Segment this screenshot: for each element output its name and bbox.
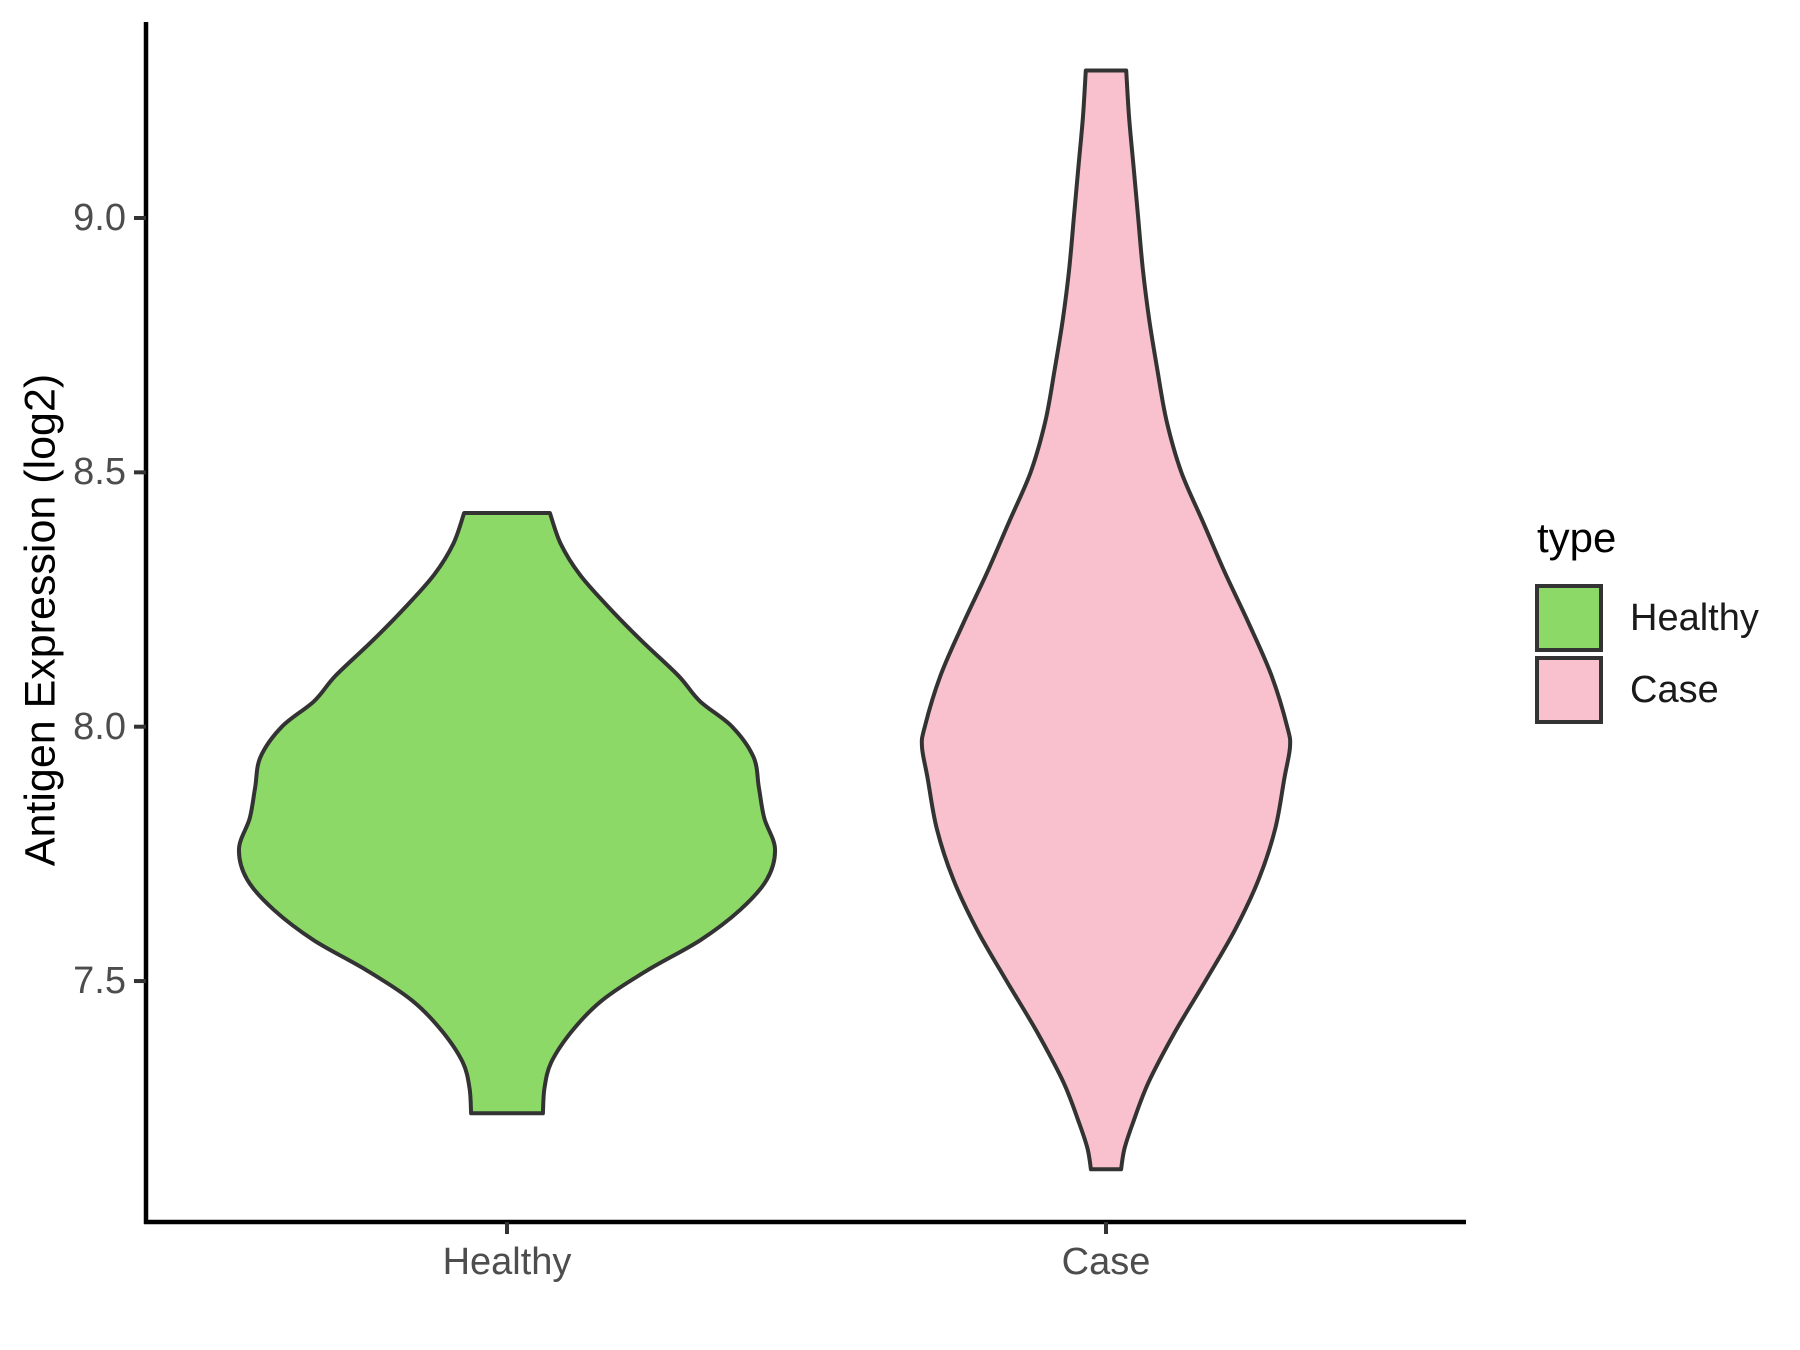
y-tick-label: 8.0: [73, 705, 126, 748]
x-tick-label-healthy: Healthy: [442, 1241, 572, 1283]
legend-swatch-healthy: [1535, 584, 1603, 652]
legend-swatch-case: [1535, 656, 1603, 724]
y-axis-title: Antigen Expression (log2): [16, 373, 65, 867]
legend-title: type: [1537, 514, 1617, 561]
y-tick-label: 8.5: [73, 451, 126, 494]
x-tick-label-case: Case: [1061, 1241, 1151, 1283]
legend-item-case: Case: [1535, 656, 1759, 724]
violin-healthy: [236, 511, 778, 1116]
legend-item-healthy: Healthy: [1535, 584, 1759, 652]
legend-label-case: Case: [1630, 668, 1719, 711]
legend-label-healthy: Healthy: [1630, 596, 1759, 639]
violin-case: [919, 68, 1293, 1172]
y-tick-label: 7.5: [73, 960, 126, 1003]
y-tick-label: 9.0: [73, 197, 126, 239]
legend: type Healthy Case: [1535, 514, 1759, 728]
